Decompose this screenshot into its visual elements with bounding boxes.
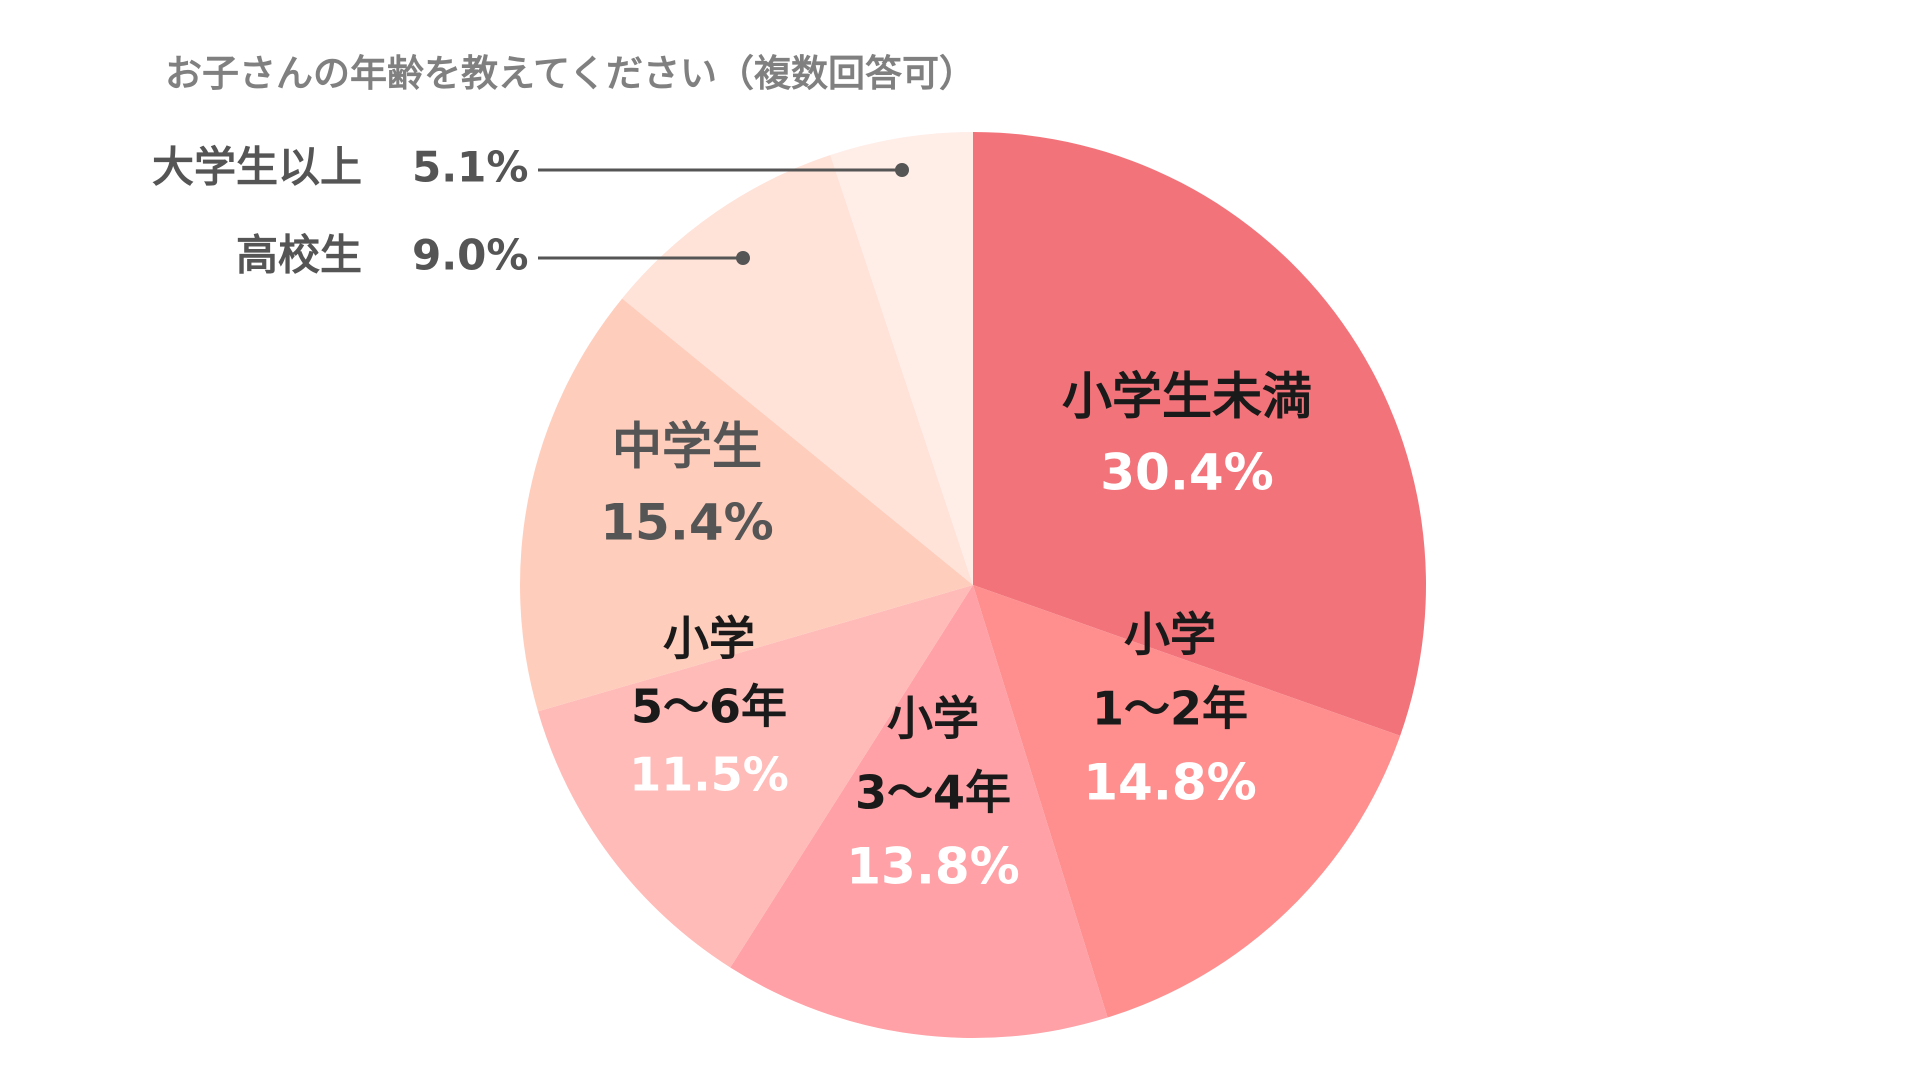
slice-value-elementary-1-2: 14.8% <box>1083 754 1256 812</box>
slice-name-elementary-5-6-line-2: 5〜6年 <box>631 680 787 734</box>
slice-under-elementary <box>973 132 1426 736</box>
slice-value-junior-high: 15.4% <box>600 494 773 552</box>
slice-name-elementary-1-2-line-1: 小学 <box>1124 608 1216 662</box>
slice-high-school <box>622 155 973 585</box>
slice-name-under-elementary: 小学生未満 <box>1062 368 1312 426</box>
slice-name-elementary-3-4-line-1: 小学 <box>887 692 979 746</box>
pie-labels: 小学生未満 30.4% 小学 1〜2年 14.8% 小学 3〜4年 13.8% 小学 5〜6年 11… <box>152 143 1312 896</box>
slice-value-elementary-5-6: 11.5% <box>629 748 789 802</box>
slice-name-junior-high: 中学生 <box>612 418 762 476</box>
slice-elementary-3-4 <box>730 585 1108 1038</box>
slice-university <box>830 132 973 585</box>
leader-dot-university <box>895 163 909 177</box>
chart-title: お子さんの年齢を教えてください（複数回答可） <box>165 52 976 95</box>
slice-value-elementary-3-4: 13.8% <box>846 838 1019 896</box>
outside-name-high-school: 高校生 <box>236 231 362 280</box>
slice-name-elementary-1-2-line-2: 1〜2年 <box>1092 682 1248 736</box>
outside-value-university: 5.1% <box>412 143 528 192</box>
slice-value-under-elementary: 30.4% <box>1100 444 1273 502</box>
outside-name-university: 大学生以上 <box>152 143 362 192</box>
slice-junior-high <box>519 298 973 712</box>
pie-slices <box>519 132 1426 1038</box>
leader-dot-high-school <box>736 251 750 265</box>
slice-name-elementary-5-6-line-1: 小学 <box>663 612 755 666</box>
outside-value-high-school: 9.0% <box>412 231 528 280</box>
slice-elementary-1-2 <box>973 585 1401 1018</box>
slice-elementary-5-6 <box>537 585 973 968</box>
slice-name-elementary-3-4-line-2: 3〜4年 <box>855 766 1011 820</box>
